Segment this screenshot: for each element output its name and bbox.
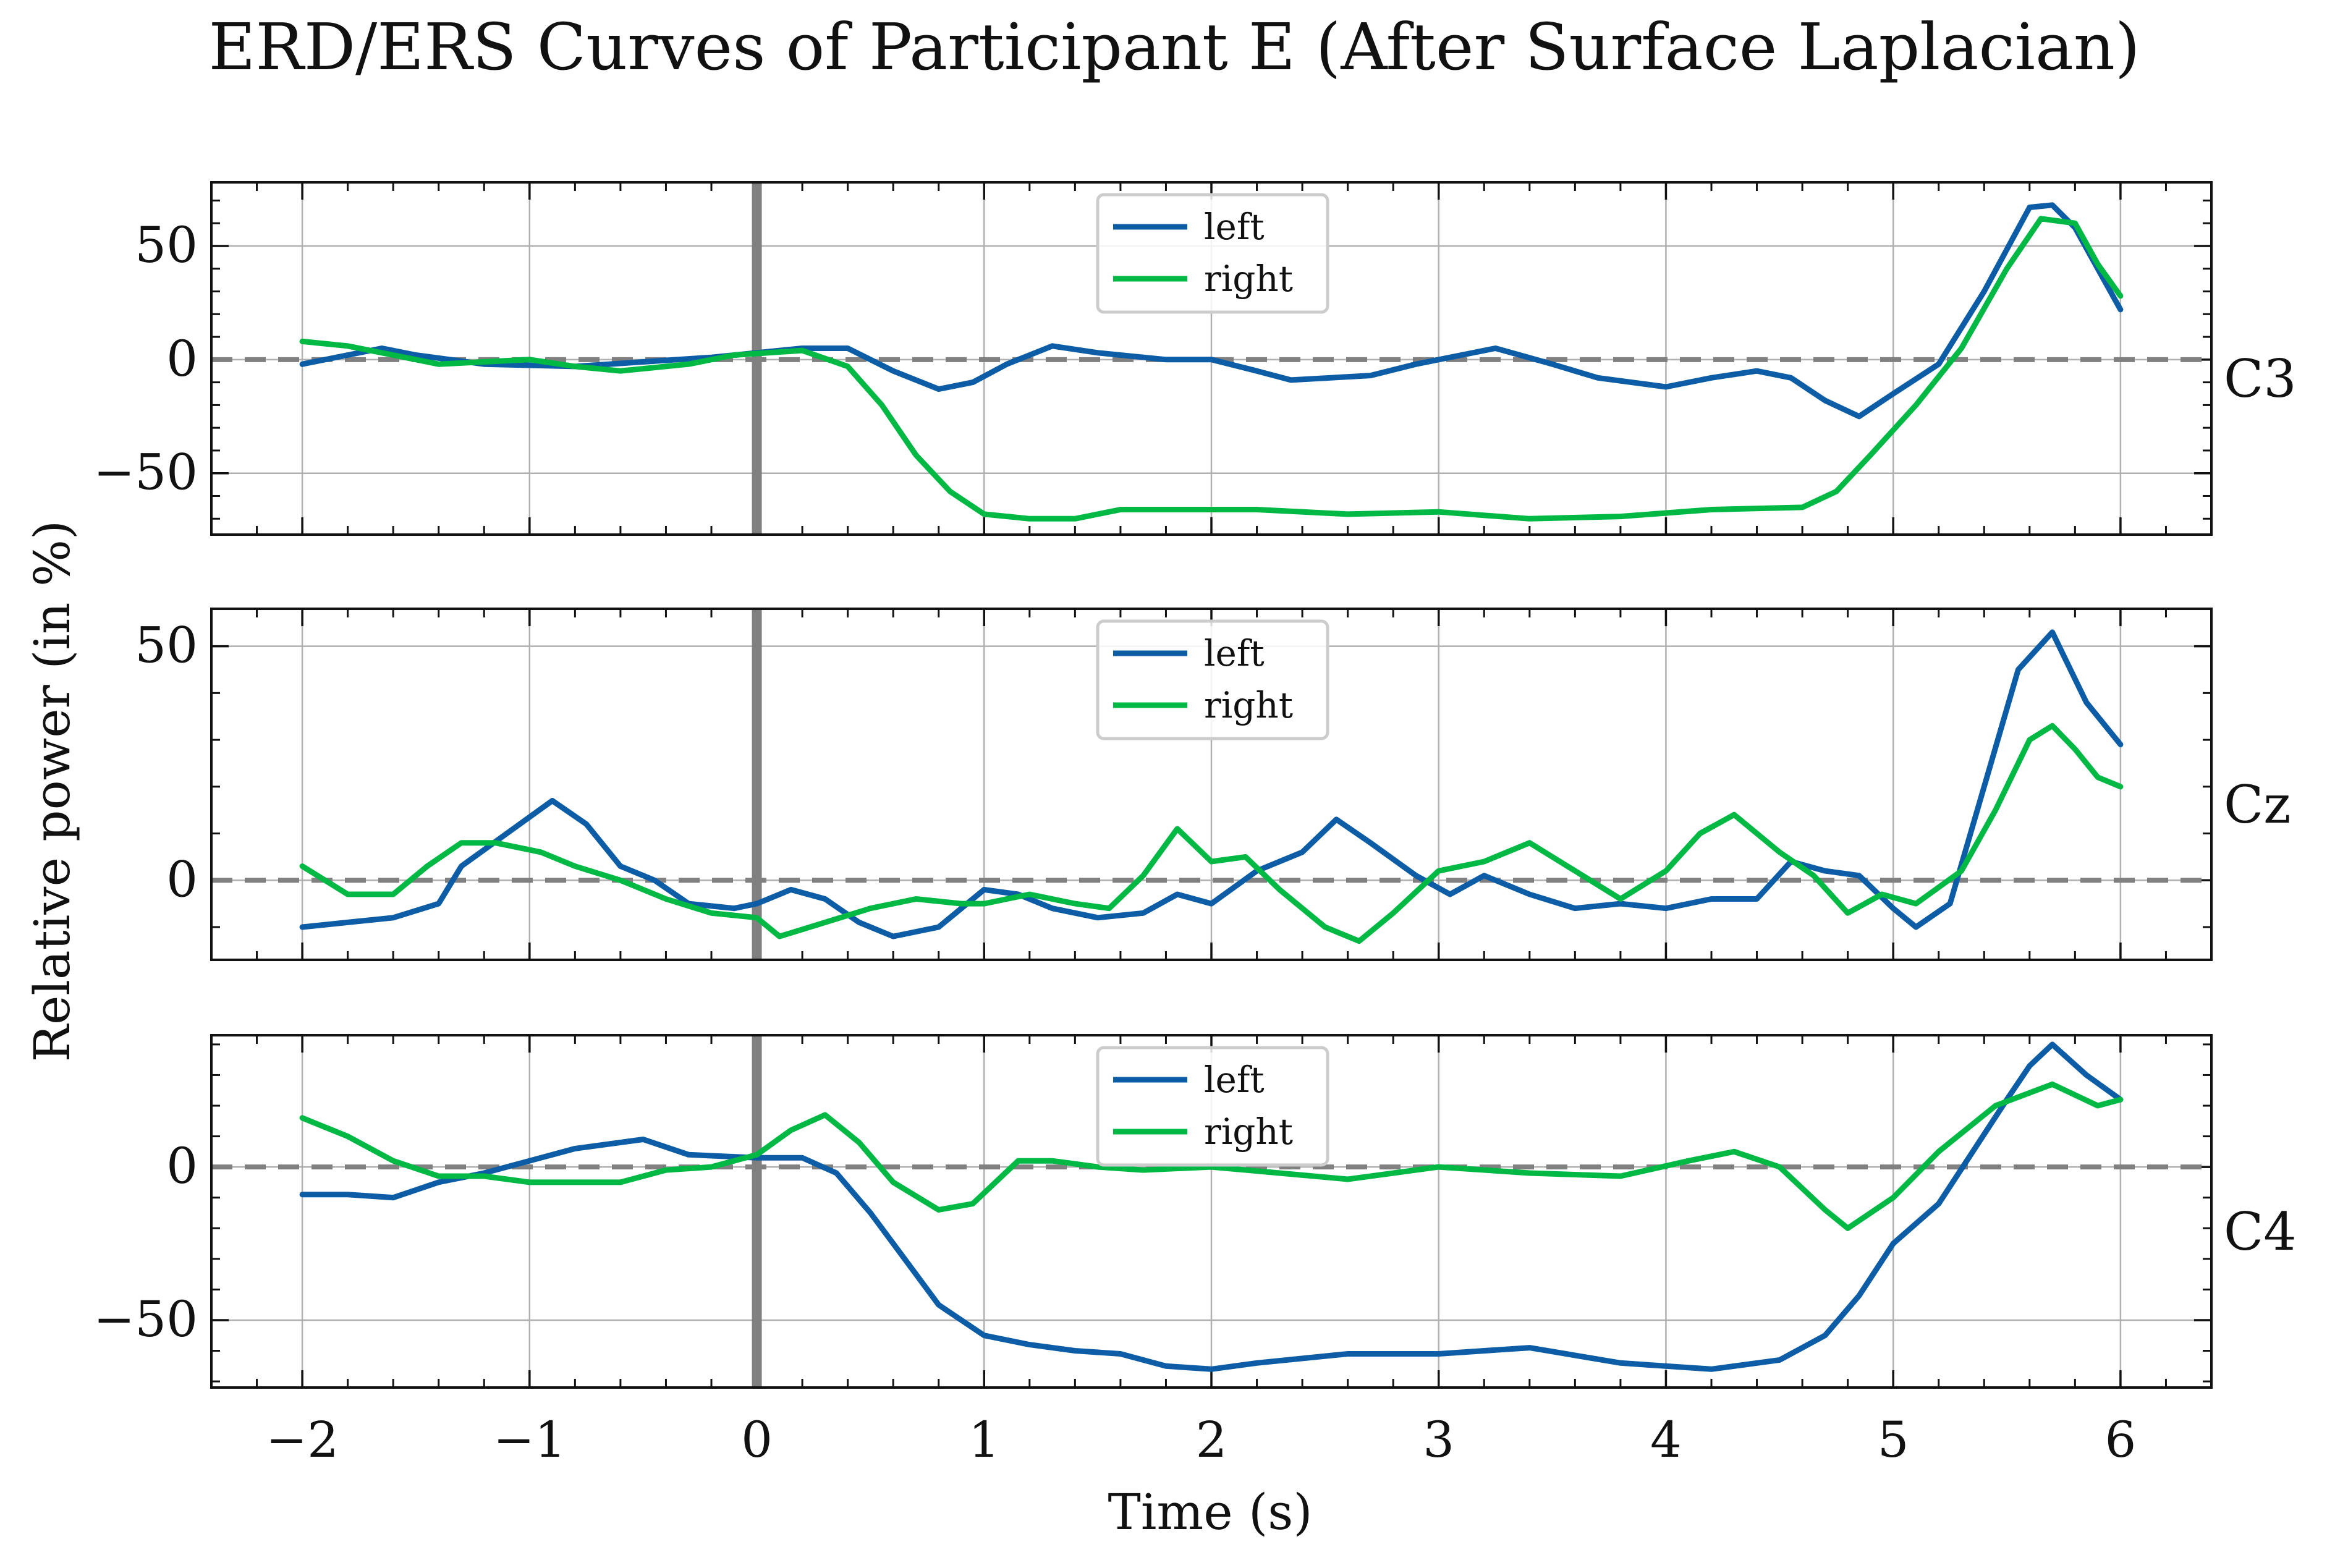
series-group bbox=[299, 1041, 2124, 1372]
x-tick-label: 2 bbox=[1196, 1411, 1227, 1468]
series-line-left bbox=[299, 202, 2124, 420]
series-line-left bbox=[299, 629, 2124, 939]
x-tick-label: 0 bbox=[741, 1411, 773, 1468]
legend-label-left: left bbox=[1204, 632, 1265, 674]
legend: left right bbox=[1096, 193, 1329, 314]
x-tick-label: −2 bbox=[266, 1411, 339, 1468]
x-tick-label: 5 bbox=[1878, 1411, 1909, 1468]
y-tick-label: 50 bbox=[135, 617, 198, 674]
y-axis-label: Relative power (in %) bbox=[23, 520, 81, 1062]
legend-label-right: right bbox=[1204, 684, 1293, 726]
y-tick-label: 50 bbox=[135, 216, 198, 274]
legend-label-right: right bbox=[1204, 1111, 1293, 1153]
legend-label-right: right bbox=[1204, 258, 1293, 300]
series-group bbox=[299, 202, 2124, 522]
x-tick-label: 1 bbox=[968, 1411, 1000, 1468]
panel-c4: −50 0 left right C4 bbox=[93, 1034, 2297, 1389]
panel-c3: −50 0 50 left right C3 bbox=[93, 181, 2297, 536]
axes-frame bbox=[210, 608, 2213, 961]
x-tick-label: 6 bbox=[2104, 1411, 2136, 1468]
series-line-right bbox=[299, 216, 2124, 522]
x-tick-label: 4 bbox=[1650, 1411, 1682, 1468]
legend: left right bbox=[1096, 619, 1329, 740]
axes-frame bbox=[210, 181, 2213, 536]
y-tick-label: 0 bbox=[166, 330, 198, 388]
chart-title: ERD/ERS Curves of Participant E (After S… bbox=[208, 9, 2140, 85]
x-tick-label: 3 bbox=[1423, 1411, 1454, 1468]
legend-label-left: left bbox=[1204, 1059, 1265, 1101]
channel-label-c4: C4 bbox=[2224, 1201, 2297, 1262]
y-tick-label: 0 bbox=[166, 1137, 198, 1195]
series-group bbox=[299, 629, 2124, 944]
panel-cz: 0 50 left right Cz bbox=[135, 608, 2291, 961]
channel-label-cz: Cz bbox=[2224, 774, 2291, 835]
series-line-right bbox=[299, 723, 2124, 944]
legend: left right bbox=[1096, 1046, 1329, 1167]
axes-frame bbox=[210, 1034, 2213, 1389]
series-line-left bbox=[299, 1041, 2124, 1372]
legend-label-left: left bbox=[1204, 206, 1265, 248]
x-tick-label: −1 bbox=[493, 1411, 566, 1468]
y-tick-label: −50 bbox=[93, 1290, 198, 1348]
y-tick-label: −50 bbox=[93, 444, 198, 501]
series-line-right bbox=[299, 1081, 2124, 1231]
channel-label-c3: C3 bbox=[2224, 349, 2297, 409]
x-axis-label: Time (s) bbox=[1108, 1483, 1312, 1541]
y-tick-label: 0 bbox=[166, 850, 198, 908]
